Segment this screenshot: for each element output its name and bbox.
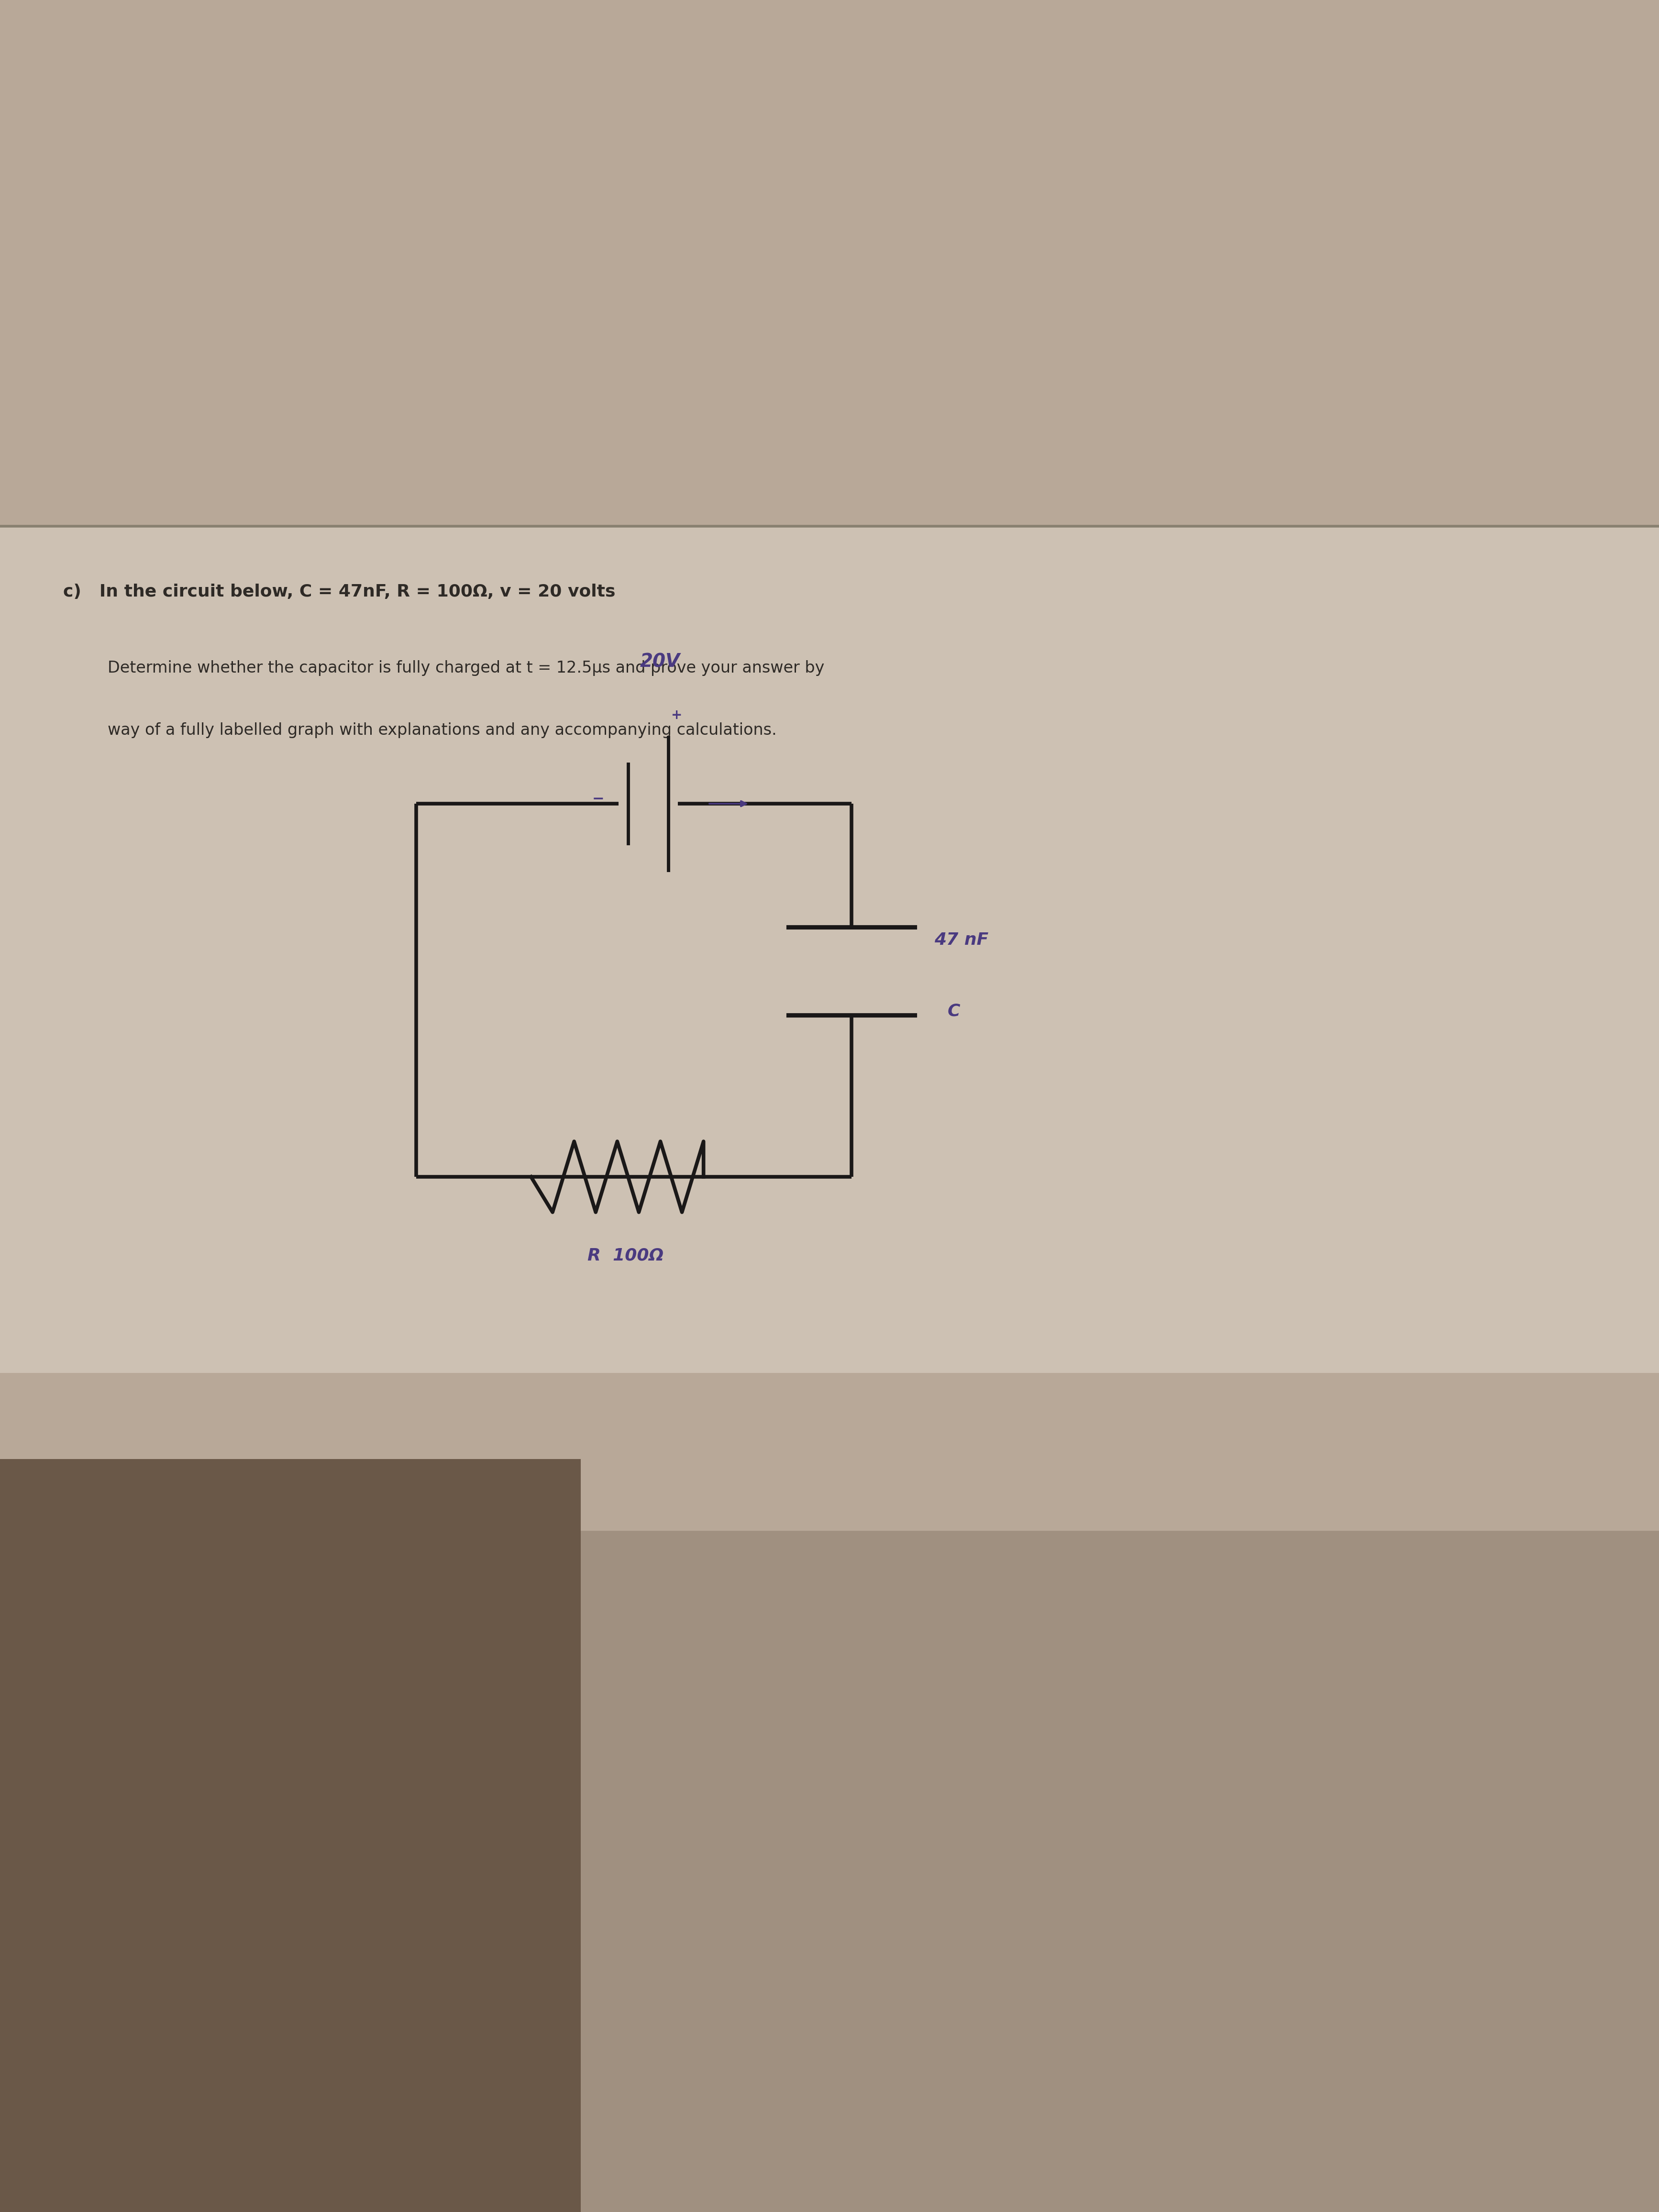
Bar [581, 1531, 1659, 2212]
Text: −: − [592, 792, 604, 805]
Text: +: + [670, 708, 682, 721]
Bar [0, 526, 1659, 1374]
Bar [0, 1460, 581, 2212]
Text: way of a fully labelled graph with explanations and any accompanying calculation: way of a fully labelled graph with expla… [108, 723, 776, 739]
Text: Determine whether the capacitor is fully charged at t = 12.5μs and prove your an: Determine whether the capacitor is fully… [108, 659, 825, 677]
Text: C: C [947, 1002, 961, 1020]
Text: 47 nF: 47 nF [934, 931, 989, 949]
Text: c)   In the circuit below, C = 47nF, R = 100Ω, v = 20 volts: c) In the circuit below, C = 47nF, R = 1… [63, 584, 615, 599]
Text: R  100Ω: R 100Ω [587, 1248, 664, 1263]
Text: 20V: 20V [640, 653, 680, 670]
